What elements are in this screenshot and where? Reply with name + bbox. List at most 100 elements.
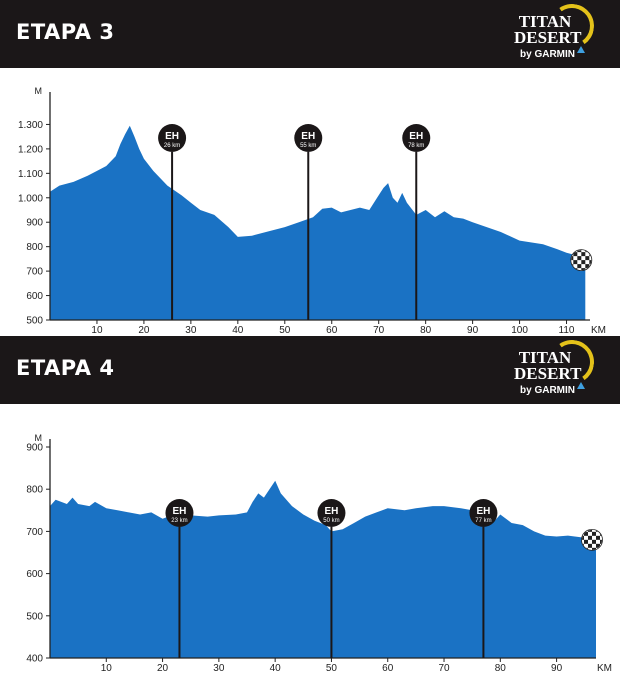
chart-title: ETAPA 3 — [16, 20, 115, 44]
x-tick-label: 110 — [559, 325, 575, 336]
finish-flag-square — [588, 535, 592, 540]
feed-zone-km: 55 km — [300, 143, 316, 149]
feed-zone-label: EH — [324, 506, 338, 517]
finish-flag-square — [592, 531, 596, 536]
feed-zone-badge — [165, 499, 194, 527]
feed-zone-badge — [402, 124, 431, 152]
finish-flag-icon — [581, 528, 603, 551]
garmin-triangle-icon — [577, 382, 585, 389]
finish-flag-square — [600, 539, 602, 544]
y-axis-unit-label: M — [35, 86, 43, 96]
x-axis-unit-label: KM — [591, 325, 606, 336]
x-tick-label: 50 — [326, 663, 338, 674]
y-tick-label: 800 — [26, 242, 43, 253]
finish-flag-square — [581, 268, 586, 271]
finish-flag-square — [577, 264, 582, 269]
feed-zone-badge — [469, 499, 498, 527]
finish-flag-square — [592, 539, 596, 544]
y-tick-label: 900 — [26, 218, 43, 229]
x-tick-label: 40 — [232, 325, 244, 336]
finish-flag-square — [571, 256, 574, 261]
logo-line-1: TITAN — [518, 12, 572, 31]
y-tick-label: 1.300 — [18, 120, 43, 131]
x-tick-label: 20 — [157, 663, 169, 674]
etapa-3-header: ETAPA 3 TITAN DESERT by GARMIN — [0, 0, 620, 68]
y-tick-label: 500 — [26, 611, 43, 622]
feed-zone-km: 26 km — [164, 143, 180, 149]
x-tick-label: 100 — [511, 325, 528, 336]
y-tick-label: 1.000 — [18, 193, 43, 204]
logo-line-1: TITAN — [518, 348, 572, 367]
feed-zone-badge — [158, 124, 187, 152]
feed-zone-badge — [317, 499, 346, 527]
x-tick-label: 80 — [420, 325, 432, 336]
x-axis-unit-label: KM — [597, 663, 612, 674]
x-tick-label: 70 — [438, 663, 450, 674]
x-tick-label: 10 — [101, 663, 113, 674]
chart-title: ETAPA 4 — [16, 356, 115, 380]
titan-desert-logo: TITAN DESERT by GARMIN — [514, 0, 598, 62]
finish-flag-square — [600, 547, 602, 550]
y-tick-label: 600 — [26, 291, 43, 302]
finish-flag-square — [589, 268, 592, 271]
feed-zone-km: 78 km — [408, 143, 424, 149]
finish-flag-square — [589, 260, 592, 265]
elevation-chart-etapa-4: M 400 500 600 700 800 900 10 20 30 40 50 60 70 80 90 KM E… — [26, 433, 612, 674]
finish-flag-square — [581, 252, 586, 257]
x-tick-label: 20 — [138, 325, 150, 336]
finish-flag-square — [577, 256, 582, 261]
finish-flag-square — [596, 543, 600, 548]
logo-line-2: DESERT — [514, 28, 582, 47]
feed-zone-km: 77 km — [475, 518, 491, 524]
feed-zone-label: EH — [409, 131, 423, 142]
finish-flag-square — [573, 252, 578, 257]
finish-flag-square — [582, 535, 584, 540]
finish-flag-square — [588, 543, 592, 548]
finish-flag-square — [592, 547, 596, 550]
finish-flag-square — [596, 535, 600, 540]
finish-flag-square — [585, 264, 590, 269]
feed-zone-label: EH — [165, 131, 179, 142]
y-tick-label: 700 — [26, 527, 43, 538]
x-tick-label: 60 — [326, 325, 338, 336]
y-tick-label: 1.100 — [18, 169, 43, 180]
feed-zone-km: 23 km — [171, 518, 187, 524]
finish-flag-square — [582, 529, 584, 532]
x-tick-label: 30 — [213, 663, 225, 674]
finish-flag-square — [581, 260, 586, 265]
garmin-triangle-icon — [577, 46, 585, 53]
finish-flag-square — [584, 539, 588, 544]
x-tick-label: 70 — [373, 325, 385, 336]
feed-zone-label: EH — [476, 506, 490, 517]
y-tick-label: 800 — [26, 485, 43, 496]
feed-zone-label: EH — [173, 506, 187, 517]
y-tick-label: 1.200 — [18, 144, 43, 155]
logo-line-3: by GARMIN — [520, 49, 575, 60]
finish-flag-square — [573, 260, 578, 265]
titan-desert-logo: TITAN DESERT by GARMIN — [514, 336, 598, 398]
feed-zone-badge — [294, 124, 323, 152]
y-axis-unit-label: M — [35, 433, 43, 443]
finish-flag-square — [584, 531, 588, 536]
finish-flag-square — [577, 250, 582, 253]
etapa-4-header: ETAPA 4 TITAN DESERT by GARMIN — [0, 336, 620, 404]
y-tick-label: 500 — [26, 316, 43, 327]
finish-flag-square — [585, 256, 590, 261]
y-tick-label: 600 — [26, 569, 43, 580]
feed-zone-km: 50 km — [323, 518, 339, 524]
x-tick-label: 10 — [91, 325, 103, 336]
finish-flag-square — [588, 529, 592, 532]
x-tick-label: 60 — [382, 663, 394, 674]
logo-line-3: by GARMIN — [520, 385, 575, 396]
x-tick-label: 80 — [495, 663, 507, 674]
y-tick-label: 900 — [26, 443, 43, 454]
y-tick-label: 700 — [26, 267, 43, 278]
elevation-chart-etapa-3: M 500 600 700 800 900 1.000 1.100 1.200 1.300 10 20… — [18, 86, 606, 336]
y-tick-label: 400 — [26, 654, 43, 665]
x-tick-label: 30 — [185, 325, 197, 336]
